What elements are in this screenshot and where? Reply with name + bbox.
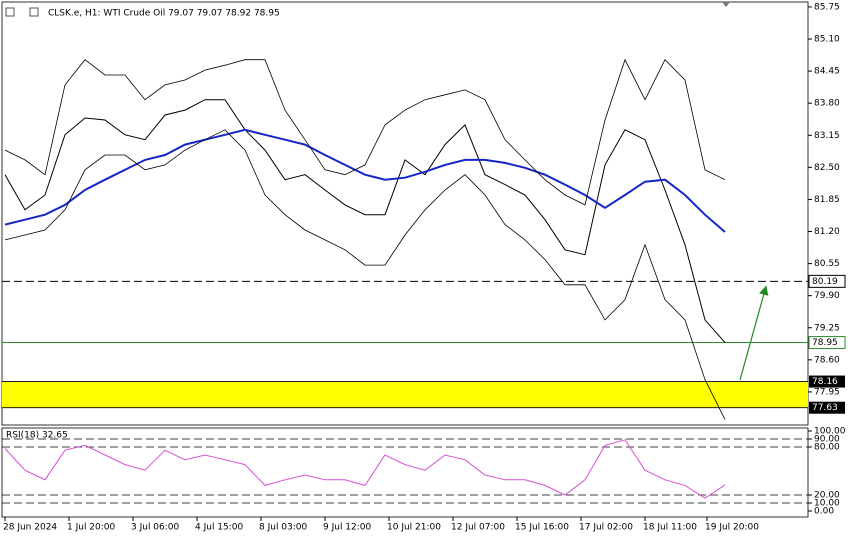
price-label: 78.95 xyxy=(812,338,838,348)
y-tick-label: 90.00 xyxy=(814,435,840,445)
price-label-box xyxy=(809,375,845,388)
y-tick-label: 84.45 xyxy=(814,67,840,77)
y-tick-label: 78.60 xyxy=(814,355,840,365)
x-tick-label: 12 Jul 07:00 xyxy=(451,523,505,533)
x-tick-label: 17 Jul 02:00 xyxy=(579,523,633,533)
x-tick-label: 19 Jul 20:00 xyxy=(705,523,759,533)
chart-title: CLSK.e, H1: WTI Crude Oil 79.07 79.07 78… xyxy=(48,9,280,19)
plot xyxy=(2,58,808,420)
y-tick-label: 10.00 xyxy=(814,499,840,509)
price-label-box xyxy=(809,401,845,414)
x-tick-label: 8 Jul 03:00 xyxy=(259,523,308,533)
x-tick-label: 28 Jun 2024 xyxy=(3,523,57,533)
y-tick-label: 80.00 xyxy=(814,443,840,453)
y-tick-label: 81.85 xyxy=(814,195,840,205)
price-pane xyxy=(1,1,809,426)
plot xyxy=(2,438,808,504)
series-line xyxy=(4,129,726,420)
price-label-box xyxy=(808,274,846,288)
y-tick-label: 77.95 xyxy=(814,387,840,397)
y-tick-label: 83.80 xyxy=(814,99,840,109)
series-line xyxy=(4,99,726,343)
x-tick-label: 1 Jul 20:00 xyxy=(67,523,116,533)
icon xyxy=(29,7,39,17)
y-tick-label: 81.20 xyxy=(814,227,840,237)
x-tick-label: 3 Jul 06:00 xyxy=(131,523,180,533)
price-label: 78.16 xyxy=(812,377,838,387)
x-tick-label: 10 Jul 21:00 xyxy=(387,523,441,533)
rsi-title: RSI(18) 32.65 xyxy=(6,431,68,441)
series-line xyxy=(4,58,726,206)
x-tick-label: 18 Jul 11:00 xyxy=(643,523,697,533)
y-tick-label: 83.15 xyxy=(814,131,840,141)
rsi-pane xyxy=(1,427,809,518)
y-tick-label: 100.00 xyxy=(814,427,846,437)
series-line xyxy=(4,439,726,499)
x-tick-label: 9 Jul 12:00 xyxy=(323,523,372,533)
price-label-box xyxy=(808,336,846,350)
icon xyxy=(5,7,15,17)
y-tick-label: 79.90 xyxy=(814,291,840,301)
y-tick-label: 80.55 xyxy=(814,259,840,269)
scroll-marker xyxy=(722,2,730,7)
zone xyxy=(2,381,808,408)
x-tick-label: 15 Jul 16:00 xyxy=(515,523,569,533)
y-tick-label: 85.10 xyxy=(814,35,840,45)
x-tick-label: 4 Jul 15:00 xyxy=(195,523,244,533)
y-tick-label: 0.00 xyxy=(814,507,834,517)
y-tick-label: 20.00 xyxy=(814,491,840,501)
y-tick-label: 79.25 xyxy=(814,323,840,333)
series-line xyxy=(4,128,726,233)
arrow xyxy=(739,285,769,381)
price-label: 77.63 xyxy=(812,403,838,413)
price-label: 80.19 xyxy=(812,277,838,287)
y-tick-label: 82.50 xyxy=(814,163,840,173)
y-tick-label: 85.75 xyxy=(814,2,840,12)
